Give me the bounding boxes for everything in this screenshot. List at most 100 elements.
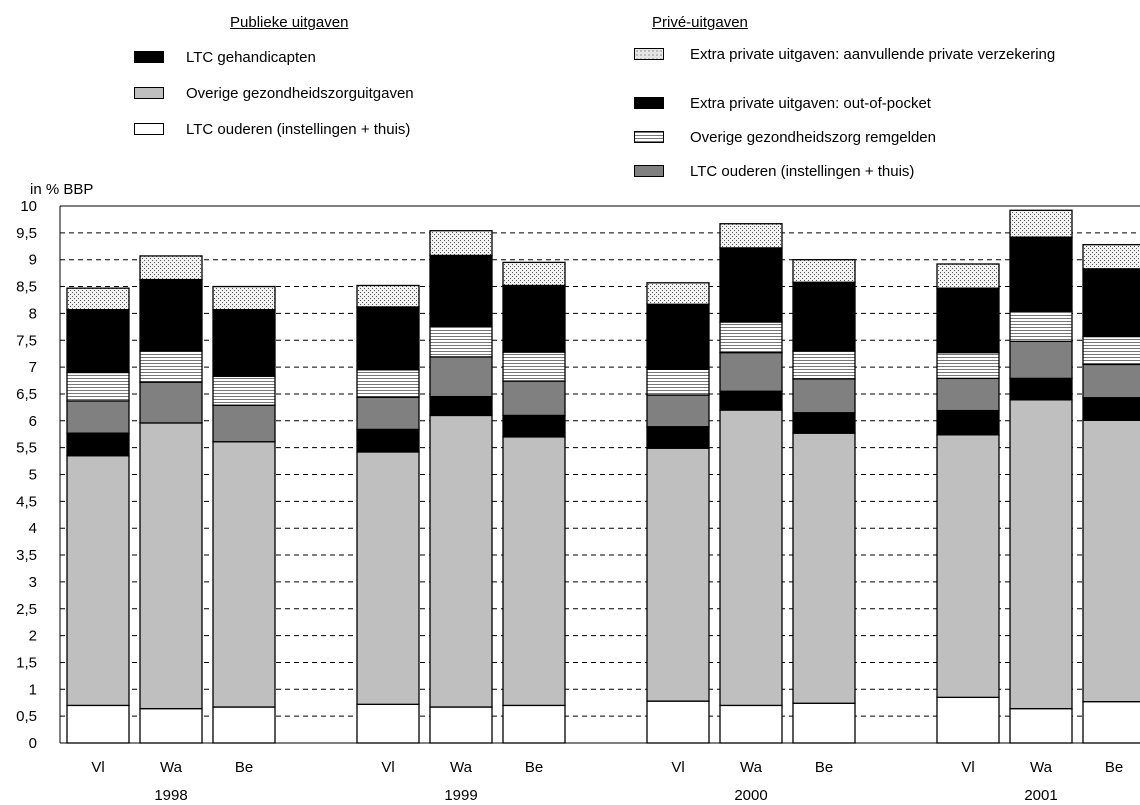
bar-segment-1998-Wa-s4 (139, 350, 203, 383)
bar-segment-2001-Wa-s0 (1009, 707, 1073, 744)
bar-segment-1998-Vl-s0 (66, 704, 130, 744)
bar-segment-1999-Vl-s5 (356, 306, 420, 371)
legend-title-private: Privé-uitgaven (652, 14, 748, 31)
x-tick-labels: Vl Wa Be 1998 Vl Wa Be 1999 Vl Wa Be 2000 Vl Wa Be 2001 (91, 759, 1123, 804)
bar-segment-2000-Wa-s6 (719, 223, 783, 249)
legend-label: LTC ouderen (instellingen + thuis) (186, 121, 411, 138)
legend-item-overige-gezondheidszorguitgaven: Overige gezondheidszorguitgaven (134, 84, 414, 103)
y-tick-label: 3 (29, 574, 37, 591)
bar-segment-2001-Be-s1 (1082, 419, 1140, 703)
bar-segment-2000-Wa-s3 (719, 351, 783, 392)
bar-segment-1999-Vl-s2 (356, 428, 420, 453)
legend-label: Overige gezondheidszorguitgaven (186, 85, 414, 102)
bar-segment-2001-Be-s3 (1082, 363, 1140, 399)
bar-segment-1999-Be-s2 (502, 414, 566, 438)
bar-segment-1998-Vl-s1 (66, 455, 130, 707)
y-tick-label: 10 (20, 198, 37, 215)
x-tick-label: Vl (91, 759, 104, 776)
legend-label: LTC ouderen (instellingen + thuis) (690, 163, 915, 180)
bar-segment-2001-Wa-s1 (1009, 399, 1073, 710)
bar-segment-2000-Wa-s4 (719, 321, 783, 354)
bar-segment-1998-Vl-s2 (66, 432, 130, 457)
bar-segment-1999-Wa-s3 (429, 356, 493, 398)
bar-segment-1999-Wa-s4 (429, 325, 493, 358)
y-tick-label: 7 (29, 359, 37, 376)
bar-segment-2001-Be-s6 (1082, 244, 1140, 270)
bar-segment-2000-Be-s0 (792, 702, 856, 744)
y-tick-label: 9 (29, 252, 37, 269)
x-tick-label: Wa (160, 759, 183, 776)
bar-segment-2000-Wa-s1 (719, 409, 783, 707)
y-tick-label: 8,5 (16, 279, 37, 296)
legend-item-public-ltc-ouderen: LTC ouderen (instellingen + thuis) (134, 120, 410, 139)
bar-segment-2000-Wa-s2 (719, 390, 783, 411)
x-tick-label: Be (815, 759, 833, 776)
bar-segment-1999-Wa-s2 (429, 395, 493, 417)
bar-segment-2001-Wa-s3 (1009, 340, 1073, 380)
bar-segment-2001-Vl-s4 (936, 351, 1000, 380)
legend-swatch (634, 131, 664, 143)
legend-label: Extra private uitgaven: out-of-pocket (690, 95, 931, 112)
bar-segment-1998-Be-s0 (212, 706, 276, 744)
x-tick-label: Be (525, 759, 543, 776)
y-tick-label: 4 (29, 520, 37, 537)
bar-segment-2001-Be-s2 (1082, 397, 1140, 421)
bar-segment-1998-Wa-s5 (139, 278, 203, 352)
bar-segment-2001-Vl-s6 (936, 263, 1000, 289)
bar-segment-1998-Be-s1 (212, 441, 276, 708)
group-label: 2000 (734, 787, 767, 804)
legend-item-private-ltc-ouderen: LTC ouderen (instellingen + thuis) (634, 162, 914, 181)
bar-segment-2000-Be-s6 (792, 259, 856, 283)
y-tick-label: 6 (29, 413, 37, 430)
y-tick-label: 1,5 (16, 654, 37, 671)
bars (66, 209, 1140, 744)
bar-segment-1999-Be-s6 (502, 261, 566, 287)
bar-segment-2001-Vl-s3 (936, 377, 1000, 412)
bar-segment-2000-Be-s5 (792, 281, 856, 352)
bar-segment-2000-Vl-s4 (646, 368, 710, 396)
bar-segment-2001-Vl-s0 (936, 696, 1000, 744)
y-tick-label: 4,5 (16, 493, 37, 510)
bar-segment-2001-Be-s5 (1082, 268, 1140, 338)
bar-segment-1999-Wa-s5 (429, 254, 493, 327)
bar-segment-1999-Wa-s6 (429, 230, 493, 257)
bar-segment-2000-Be-s2 (792, 412, 856, 434)
bar-segment-1999-Vl-s1 (356, 451, 420, 705)
bar-segment-2001-Be-s0 (1082, 701, 1140, 744)
y-tick-label: 1 (29, 681, 37, 698)
x-tick-label: Be (1105, 759, 1123, 776)
y-tick-label: 8 (29, 305, 37, 322)
bar-segment-1998-Be-s4 (212, 375, 276, 406)
bar-segment-2001-Be-s4 (1082, 335, 1140, 366)
x-tick-label: Vl (961, 759, 974, 776)
bar-segment-2001-Vl-s2 (936, 409, 1000, 436)
bar-segment-1999-Be-s3 (502, 380, 566, 417)
y-tick-label: 9,5 (16, 225, 37, 242)
x-tick-label: Vl (671, 759, 684, 776)
y-tick-label: 0 (29, 735, 37, 752)
bar-segment-2000-Vl-s0 (646, 700, 710, 744)
bar-segment-2000-Vl-s2 (646, 426, 710, 449)
legend-swatch (634, 48, 664, 60)
bar-segment-1999-Vl-s4 (356, 369, 420, 398)
legend-item-ltc-gehandicapten: LTC gehandicapten (134, 48, 316, 67)
bar-segment-1998-Wa-s6 (139, 255, 203, 281)
bar-segment-2000-Vl-s5 (646, 303, 710, 370)
bar-segment-1998-Vl-s3 (66, 400, 130, 434)
legend-item-remgelden: Overige gezondheidszorg remgelden (634, 128, 936, 147)
bar-segment-2000-Vl-s3 (646, 394, 710, 428)
bar-segment-2000-Wa-s5 (719, 247, 783, 323)
y-tick-label: 2,5 (16, 601, 37, 618)
bar-segment-2001-Vl-s5 (936, 287, 1000, 354)
bar-segment-1999-Vl-s0 (356, 703, 420, 744)
y-tick-label: 5 (29, 467, 37, 484)
legend-swatch (134, 51, 164, 63)
bar-segment-1999-Vl-s3 (356, 396, 420, 431)
bar-segment-1999-Be-s4 (502, 351, 566, 382)
bar-segment-1998-Be-s3 (212, 404, 276, 443)
bar-segment-1999-Be-s5 (502, 284, 566, 353)
bar-segment-2001-Wa-s6 (1009, 209, 1073, 238)
x-tick-label: Wa (1030, 759, 1053, 776)
bar-segment-1998-Wa-s3 (139, 381, 203, 424)
